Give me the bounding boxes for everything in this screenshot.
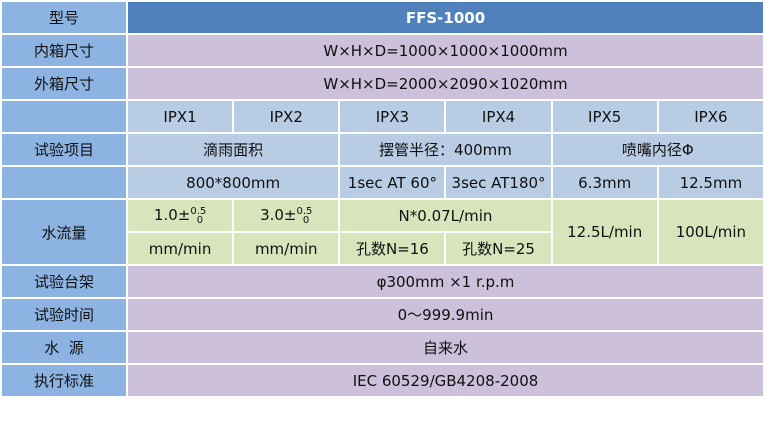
tolerance-upper: 0.5 bbox=[296, 205, 313, 217]
tolerance-lower: 0 bbox=[196, 214, 204, 226]
ipx2: IPX2 bbox=[232, 99, 341, 134]
ipx5-value: 6.3mm bbox=[550, 165, 659, 200]
label-model: 型号 bbox=[0, 0, 128, 35]
outer-size: W×H×D=2000×2090×1020mm bbox=[126, 66, 765, 101]
ipx4-value: 3sec AT180° bbox=[444, 165, 553, 200]
flow-base: 1.0± bbox=[153, 206, 191, 225]
unit-ipx1: mm/min bbox=[125, 231, 235, 266]
model-value: FFS-1000 bbox=[126, 0, 765, 35]
holes-ipx3: 孔数N=16 bbox=[338, 231, 447, 266]
inner-size: W×H×D=1000×1000×1000mm bbox=[126, 33, 765, 68]
ipx5: IPX5 bbox=[550, 99, 659, 134]
area-value: 800*800mm bbox=[125, 165, 341, 200]
ipx6-value: 12.5mm bbox=[656, 165, 765, 200]
ipx3-value: 1sec AT 60° bbox=[338, 165, 447, 200]
unit-ipx2: mm/min bbox=[232, 231, 341, 266]
flow-ipx5: 12.5L/min bbox=[550, 198, 659, 266]
water-value: 自来水 bbox=[126, 330, 765, 365]
nozzle-diameter: 喷嘴内径Φ bbox=[550, 132, 765, 167]
flow-ipx34: N*0.07L/min bbox=[338, 198, 553, 233]
label-empty bbox=[0, 165, 128, 200]
flow-ipx1: 1.0±0.5 0 bbox=[125, 198, 235, 233]
drip-area: 滴雨面积 bbox=[125, 132, 341, 167]
tolerance-lower: 0 bbox=[302, 214, 310, 226]
label-outer: 外箱尺寸 bbox=[0, 66, 128, 101]
label-rack: 试验台架 bbox=[0, 264, 128, 299]
label-flow: 水流量 bbox=[0, 198, 128, 266]
time-value: 0～999.9min bbox=[126, 297, 765, 332]
tube-radius: 摆管半径：400mm bbox=[338, 132, 553, 167]
label-test-item: 试验项目 bbox=[0, 132, 128, 167]
rack-value: φ300mm ×1 r.p.m bbox=[126, 264, 765, 299]
label-water: 水 源 bbox=[0, 330, 128, 365]
tolerance-upper: 0.5 bbox=[190, 205, 207, 217]
standard-value: IEC 60529/GB4208-2008 bbox=[126, 363, 765, 398]
holes-ipx4: 孔数N=25 bbox=[444, 231, 553, 266]
spec-table: 型号 FFS-1000 内箱尺寸 W×H×D=1000×1000×1000mm 外箱… bbox=[0, 0, 765, 398]
flow-base: 3.0± bbox=[260, 206, 297, 225]
label-time: 试验时间 bbox=[0, 297, 128, 332]
ipx4: IPX4 bbox=[444, 99, 553, 134]
label-standard: 执行标准 bbox=[0, 363, 128, 398]
label-inner: 内箱尺寸 bbox=[0, 33, 128, 68]
label-empty bbox=[0, 99, 128, 134]
ipx1: IPX1 bbox=[125, 99, 235, 134]
flow-ipx2: 3.0±0.5 0 bbox=[232, 198, 341, 233]
flow-ipx6: 100L/min bbox=[656, 198, 765, 266]
ipx6: IPX6 bbox=[656, 99, 765, 134]
ipx3: IPX3 bbox=[338, 99, 447, 134]
